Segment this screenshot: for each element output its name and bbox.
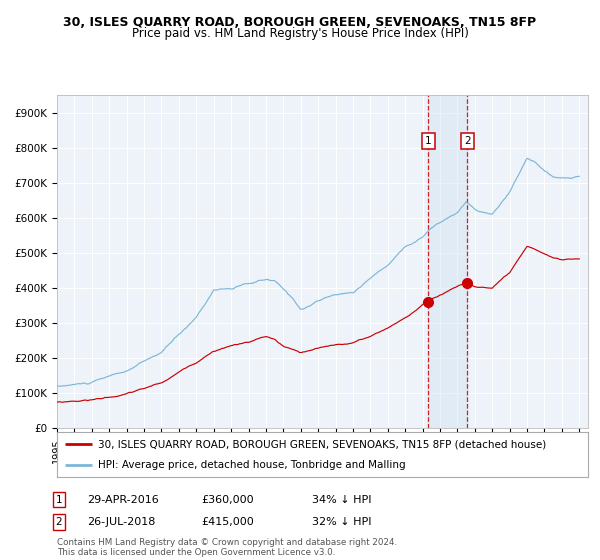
Bar — [428, 95, 467, 428]
Text: 2: 2 — [55, 517, 62, 527]
Text: 2: 2 — [464, 136, 470, 146]
Text: 26-JUL-2018: 26-JUL-2018 — [87, 517, 155, 527]
Text: £360,000: £360,000 — [201, 494, 254, 505]
Text: 29-APR-2016: 29-APR-2016 — [87, 494, 159, 505]
Text: 1: 1 — [425, 136, 431, 146]
Text: HPI: Average price, detached house, Tonbridge and Malling: HPI: Average price, detached house, Tonb… — [98, 460, 406, 470]
Text: Contains HM Land Registry data © Crown copyright and database right 2024.
This d: Contains HM Land Registry data © Crown c… — [57, 538, 397, 557]
Text: Price paid vs. HM Land Registry's House Price Index (HPI): Price paid vs. HM Land Registry's House … — [131, 27, 469, 40]
Text: 1: 1 — [55, 494, 62, 505]
Text: £415,000: £415,000 — [201, 517, 254, 527]
Text: 32% ↓ HPI: 32% ↓ HPI — [312, 517, 371, 527]
Text: 34% ↓ HPI: 34% ↓ HPI — [312, 494, 371, 505]
Text: 30, ISLES QUARRY ROAD, BOROUGH GREEN, SEVENOAKS, TN15 8FP (detached house): 30, ISLES QUARRY ROAD, BOROUGH GREEN, SE… — [98, 440, 547, 450]
Text: 30, ISLES QUARRY ROAD, BOROUGH GREEN, SEVENOAKS, TN15 8FP: 30, ISLES QUARRY ROAD, BOROUGH GREEN, SE… — [64, 16, 536, 29]
